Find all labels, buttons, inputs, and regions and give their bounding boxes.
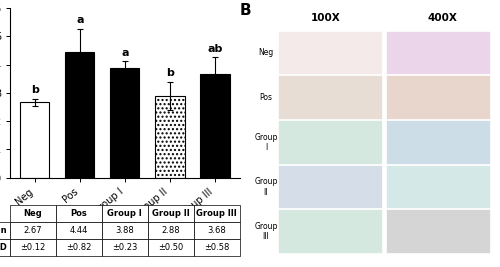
Bar <box>386 209 490 253</box>
Text: B: B <box>240 3 251 18</box>
Text: 100X: 100X <box>312 13 341 23</box>
Bar <box>200 74 230 178</box>
Text: Neg: Neg <box>258 48 274 57</box>
Bar <box>278 209 382 253</box>
Text: a: a <box>76 15 84 25</box>
Bar <box>386 75 490 119</box>
Bar <box>278 120 382 164</box>
Bar <box>20 102 50 178</box>
Text: 400X: 400X <box>427 13 457 23</box>
Bar <box>278 31 382 74</box>
Text: Group
II: Group II <box>254 177 278 197</box>
Text: b: b <box>31 85 38 95</box>
Bar <box>278 75 382 119</box>
Bar <box>155 96 184 178</box>
Text: b: b <box>166 68 174 78</box>
Bar <box>278 165 382 208</box>
Bar <box>386 31 490 74</box>
Bar <box>386 120 490 164</box>
Text: Pos: Pos <box>260 93 272 102</box>
Bar <box>110 68 140 178</box>
Text: a: a <box>121 48 128 58</box>
Text: Group
I: Group I <box>254 133 278 152</box>
Text: ab: ab <box>207 44 222 53</box>
Bar <box>65 52 94 178</box>
Text: Group
III: Group III <box>254 222 278 241</box>
Bar <box>386 165 490 208</box>
